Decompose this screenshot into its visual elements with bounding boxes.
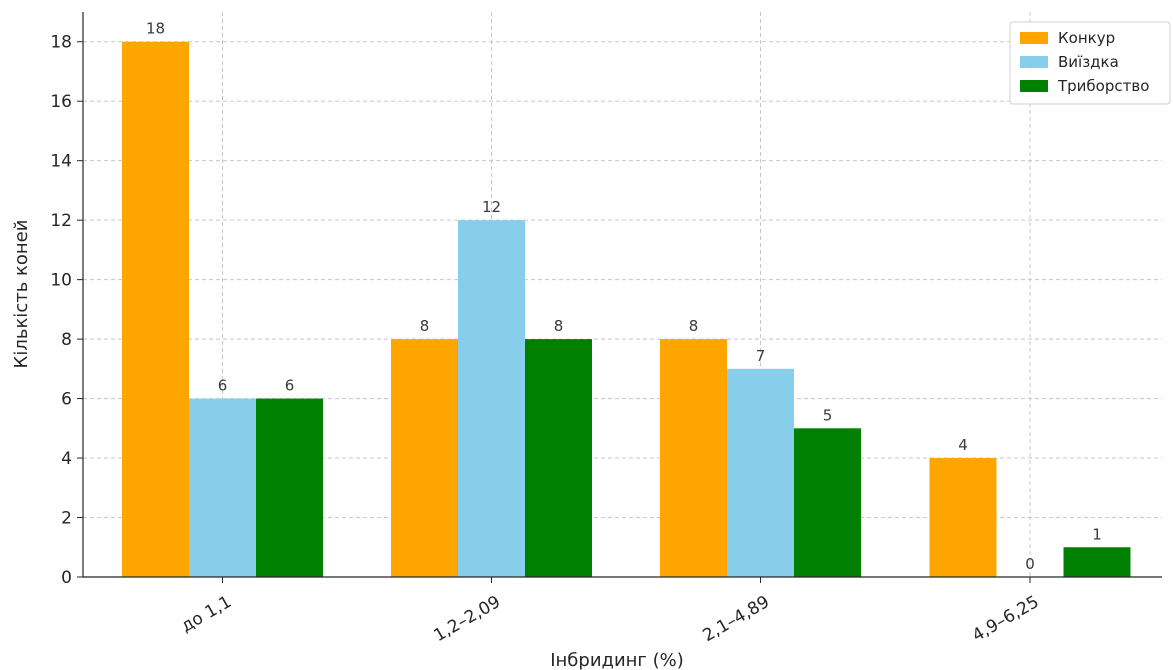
bar	[794, 428, 861, 577]
bars	[122, 41, 1131, 578]
x-tick-label: 1,2–2,09	[430, 592, 504, 646]
bar	[391, 339, 458, 577]
bar	[458, 220, 525, 577]
bar-value-label: 6	[218, 377, 228, 395]
bar	[189, 398, 256, 577]
legend-box	[1009, 21, 1171, 105]
bar	[1063, 547, 1131, 577]
bar	[256, 398, 323, 577]
bar-value-label: 5	[823, 406, 833, 424]
bar-value-label: 0	[1025, 555, 1035, 573]
legend-swatch	[1020, 32, 1048, 44]
bar-value-label: 8	[689, 317, 699, 335]
bar	[929, 458, 997, 577]
bar	[525, 339, 592, 577]
x-tick-label: 4,9–6,25	[969, 592, 1043, 646]
legend: Конкур Виїздка Триборство	[1009, 21, 1171, 105]
y-axis-title: Кількість коней	[11, 220, 32, 369]
data-labels: 18 6 6 8 12 8 8 7 5 4 0 1	[146, 20, 1102, 573]
bar-value-label: 8	[420, 317, 430, 335]
bar-value-label: 4	[958, 436, 968, 454]
legend-swatch	[1020, 56, 1048, 68]
y-tick-label: 12	[50, 211, 72, 231]
y-tick-label: 16	[50, 92, 72, 112]
y-tick-label: 18	[50, 33, 72, 53]
legend-label: Виїздка	[1058, 53, 1119, 71]
bar	[660, 339, 727, 577]
legend-label: Конкур	[1058, 29, 1115, 47]
bar-value-label: 8	[554, 317, 564, 335]
y-tick-label: 6	[61, 390, 72, 410]
x-tick-label: до 1,1	[178, 592, 235, 637]
y-tick-label: 8	[61, 330, 72, 350]
y-tick-label: 4	[61, 449, 72, 469]
y-tick-label: 0	[61, 568, 72, 588]
bar	[727, 368, 794, 577]
bar	[122, 41, 189, 578]
bar-value-label: 7	[756, 347, 766, 365]
x-tick-label: 2,1–4,89	[699, 592, 773, 646]
bar-value-label: 1	[1092, 525, 1102, 543]
x-axis-title: Інбридинг (%)	[550, 650, 684, 670]
y-tick-label: 14	[50, 152, 72, 172]
bar-value-label: 12	[482, 198, 501, 216]
legend-label: Триборство	[1057, 77, 1149, 95]
legend-swatch	[1020, 80, 1048, 92]
y-tick-label: 2	[61, 509, 72, 529]
bar-value-label: 6	[285, 377, 295, 395]
y-tick-label: 10	[50, 271, 72, 291]
bar-value-label: 18	[146, 20, 165, 38]
